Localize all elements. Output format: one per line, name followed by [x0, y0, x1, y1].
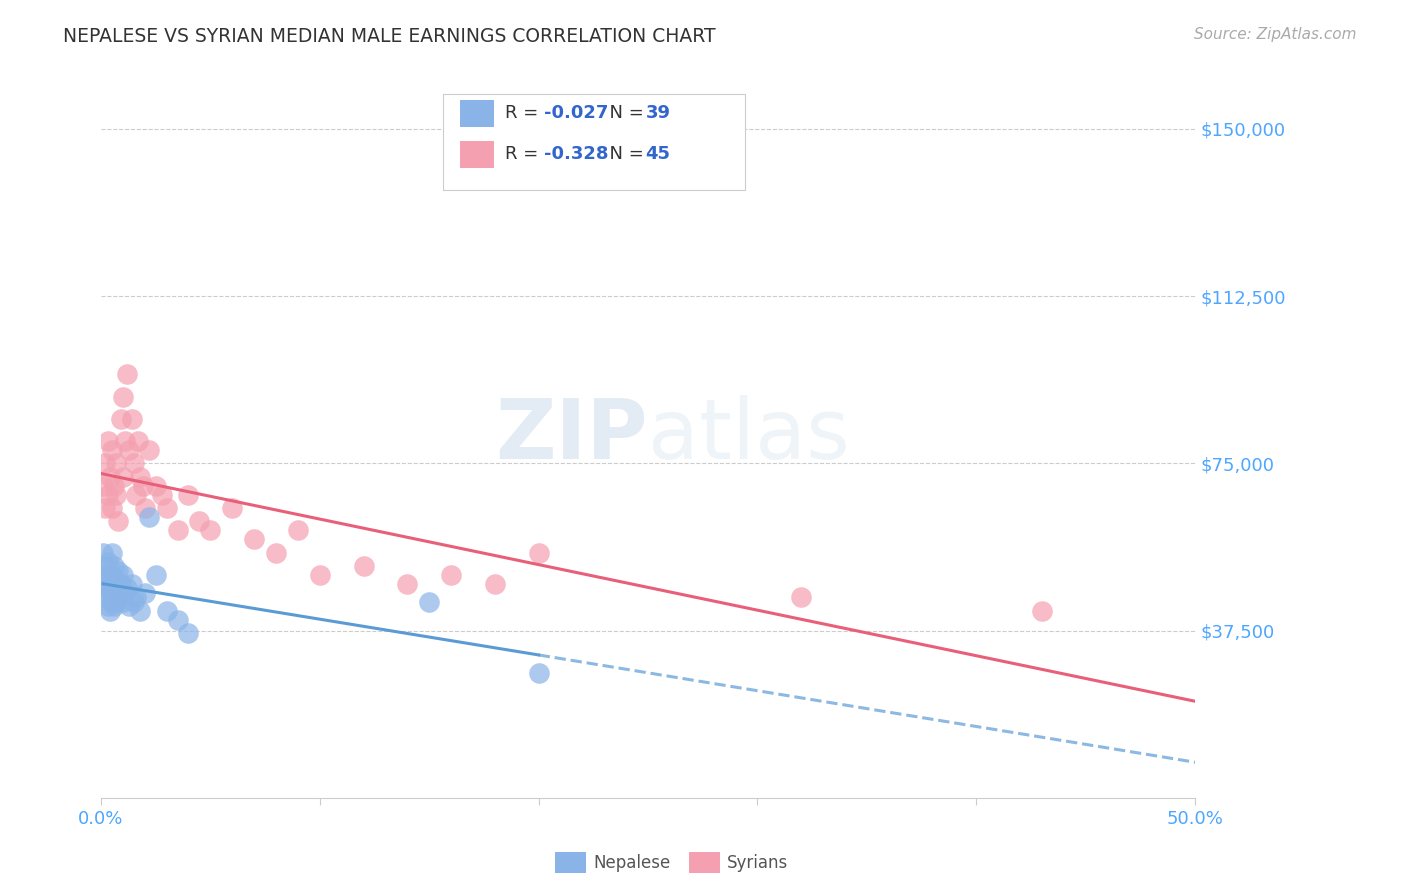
Point [134, 501, 156, 516]
Point [101, 443, 124, 458]
Point [790, 591, 813, 605]
Text: Nepalese: Nepalese [593, 854, 671, 871]
Point [353, 559, 375, 574]
Point [98, 586, 121, 600]
Point [125, 591, 148, 605]
Point [396, 577, 419, 591]
Point [129, 604, 152, 618]
Text: ZIP: ZIP [495, 395, 648, 476]
Point [177, 626, 200, 640]
Text: atlas: atlas [648, 395, 849, 476]
Point [129, 470, 152, 484]
Point [145, 568, 167, 582]
Point [418, 595, 440, 609]
Point [94, 501, 117, 516]
Point [188, 515, 211, 529]
Text: -0.027: -0.027 [544, 104, 609, 122]
Point [94, 591, 117, 605]
Point [440, 568, 463, 582]
Point [287, 524, 309, 538]
Point [145, 479, 167, 493]
Point [94, 577, 117, 591]
Point [91, 479, 114, 493]
Text: Source: ZipAtlas.com: Source: ZipAtlas.com [1194, 27, 1357, 42]
Point [105, 595, 128, 609]
Point [96, 555, 118, 569]
Point [96, 488, 118, 502]
Point [101, 595, 124, 609]
Point [166, 524, 188, 538]
Text: R =: R = [505, 145, 544, 163]
Point [122, 595, 145, 609]
Point [103, 599, 125, 614]
Point [110, 412, 132, 426]
Point [105, 573, 128, 587]
Point [221, 501, 243, 516]
Point [111, 390, 134, 404]
Point [114, 434, 136, 449]
Point [122, 457, 145, 471]
Point [121, 412, 143, 426]
Point [107, 515, 129, 529]
Point [101, 501, 124, 516]
Point [94, 457, 117, 471]
Point [200, 524, 222, 538]
Text: NEPALESE VS SYRIAN MEDIAN MALE EARNINGS CORRELATION CHART: NEPALESE VS SYRIAN MEDIAN MALE EARNINGS … [63, 27, 716, 45]
Point [105, 457, 128, 471]
Point [484, 577, 506, 591]
Point [118, 599, 141, 614]
Text: 39: 39 [645, 104, 671, 122]
Point [166, 613, 188, 627]
Point [96, 434, 118, 449]
Point [111, 595, 134, 609]
Point [114, 586, 136, 600]
Point [91, 546, 114, 560]
Point [115, 368, 138, 382]
Point [243, 533, 266, 547]
Point [91, 568, 114, 582]
Text: N =: N = [598, 104, 650, 122]
Point [527, 546, 550, 560]
Point [138, 510, 160, 524]
Text: R =: R = [505, 104, 544, 122]
Point [131, 479, 153, 493]
Point [101, 546, 124, 560]
Text: -0.328: -0.328 [544, 145, 609, 163]
Point [127, 434, 149, 449]
Point [134, 586, 156, 600]
Point [103, 479, 125, 493]
Point [96, 582, 118, 596]
Point [115, 582, 138, 596]
Point [111, 470, 134, 484]
Point [105, 488, 128, 502]
Point [121, 577, 143, 591]
Point [111, 568, 134, 582]
Point [177, 488, 200, 502]
Point [1031, 604, 1053, 618]
Point [156, 604, 179, 618]
Point [138, 443, 160, 458]
Point [103, 559, 125, 574]
Point [98, 470, 121, 484]
Point [118, 443, 141, 458]
Point [107, 564, 129, 578]
Point [527, 666, 550, 681]
Point [107, 586, 129, 600]
Point [98, 604, 121, 618]
Point [103, 582, 125, 596]
Point [264, 546, 287, 560]
Point [94, 559, 117, 574]
Point [110, 577, 132, 591]
Point [98, 568, 121, 582]
Text: 45: 45 [645, 145, 671, 163]
Point [125, 488, 148, 502]
Text: Syrians: Syrians [727, 854, 789, 871]
Point [150, 488, 173, 502]
Point [96, 599, 118, 614]
Point [156, 501, 179, 516]
Text: N =: N = [598, 145, 650, 163]
Point [308, 568, 330, 582]
Point [101, 577, 124, 591]
